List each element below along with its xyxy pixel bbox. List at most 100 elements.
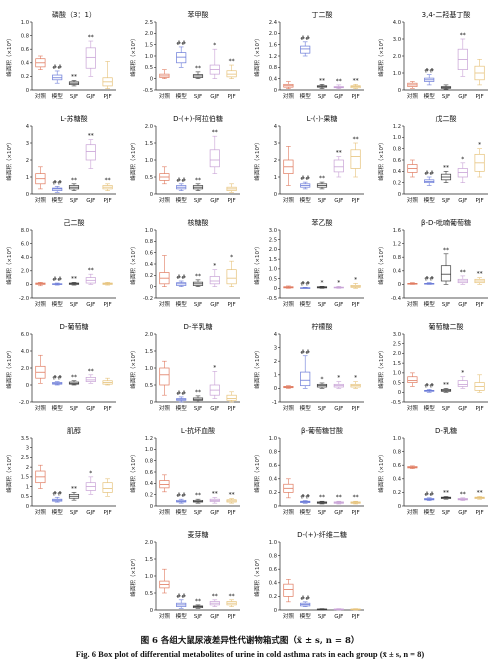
box-iqr (209, 276, 220, 285)
y-tick-label: 0.5 (393, 380, 401, 386)
y-tick-label: -0.5 (391, 400, 401, 406)
x-tick-label: 对照 (35, 300, 47, 308)
box-iqr (333, 159, 344, 173)
box-iqr (159, 367, 170, 386)
y-tick-label: 0 (150, 504, 153, 510)
x-tick-label: 模型 (300, 300, 312, 308)
significance-marker: ## (300, 349, 310, 356)
chart-title: D-(+)-阿拉伯糖 (173, 114, 223, 123)
y-tick-label: 1.0 (393, 371, 401, 377)
significance-marker: ## (424, 170, 434, 177)
x-tick-label: 对照 (407, 404, 419, 412)
chart-panel: 核糖酸 峰面积（×10⁷） -0.2 0 0.2 0.4 0.6 0.8 1.0 对照 ## 模型 **… (128, 216, 248, 320)
y-tick-label: 0.5 (269, 276, 277, 282)
x-tick-label: PJF (351, 94, 359, 100)
x-tick-label: 模型 (176, 92, 188, 100)
x-tick-label: GJF (458, 406, 467, 412)
x-tick-label: PJF (227, 198, 235, 204)
y-tick-label: 0 (274, 88, 277, 94)
y-tick-label: 1.5 (145, 349, 153, 355)
y-tick-label: 1.2 (145, 436, 153, 442)
significance-marker: ## (52, 490, 62, 497)
significance-marker: ## (424, 68, 434, 75)
significance-marker: ## (176, 492, 186, 499)
significance-marker: ** (71, 485, 77, 492)
y-tick-label: -2.0 (19, 296, 29, 302)
y-tick-label: 1.0 (145, 447, 153, 453)
x-tick-label: PJF (351, 198, 359, 204)
x-tick-label: 模型 (52, 92, 64, 100)
y-tick-label: 0.8 (393, 146, 401, 152)
y-tick-label: 2.5 (21, 455, 29, 461)
y-axis-label: 峰面积（×10⁹） (129, 451, 137, 492)
x-tick-label: GJF (86, 510, 95, 516)
x-tick-label: PJF (103, 198, 111, 204)
significance-marker: ** (229, 492, 235, 499)
y-tick-label: 0.2 (269, 490, 277, 496)
significance-marker: ## (300, 35, 310, 42)
significance-marker: ** (460, 491, 466, 498)
significance-marker: ** (443, 247, 449, 254)
significance-marker: ## (176, 40, 186, 47)
significance-marker: ** (195, 389, 201, 396)
y-tick-label: 2 (274, 158, 277, 164)
significance-marker: * (230, 254, 233, 261)
x-tick-label: GJF (458, 510, 467, 516)
significance-marker: ## (300, 595, 310, 602)
y-tick-label: 0.8 (21, 33, 29, 39)
x-tick-label: 对照 (159, 92, 171, 100)
significance-marker: ## (300, 280, 310, 287)
significance-marker: * (337, 279, 340, 286)
chart-title: β-D-吡喃葡萄糖 (421, 218, 471, 227)
chart-title: β-葡萄糖甘酸 (301, 426, 343, 435)
figure-caption-en: Fig. 6 Box plot of differential metaboli… (75, 649, 425, 659)
y-tick-label: 8.0 (21, 228, 29, 234)
x-tick-label: GJF (86, 406, 95, 412)
x-tick-label: PJF (475, 302, 483, 308)
y-tick-label: 3 (26, 446, 29, 452)
y-tick-label: 1.0 (393, 436, 401, 442)
y-tick-label: 2.0 (145, 540, 153, 546)
chart-title: 戊二酸 (436, 114, 457, 123)
y-axis-label: 峰面积（×10⁷） (253, 35, 261, 76)
significance-marker: ## (176, 593, 186, 600)
significance-marker: ** (443, 164, 449, 171)
x-tick-label: 模型 (424, 196, 436, 204)
y-tick-label: 0 (26, 282, 29, 288)
chart-panel: D-半乳糖 峰面积（×10⁸） 0 0.5 1.0 1.5 2.0 对照 ## 模型 ** SJF * G… (128, 320, 248, 424)
y-tick-label: -1 (272, 400, 277, 406)
chart-title: 苯甲酸 (188, 10, 209, 19)
y-tick-label: 3 (26, 141, 29, 147)
x-tick-label: 模型 (300, 92, 312, 100)
significance-marker: ## (52, 64, 62, 71)
y-axis-label: 峰面积（×10⁸） (5, 243, 13, 284)
y-tick-label: 2.5 (145, 20, 153, 26)
y-tick-label: 0.4 (269, 581, 278, 587)
y-tick-label: 1.0 (269, 267, 277, 273)
chart-panel: β-D-吡喃葡萄糖 峰面积（×10⁸） -0.4 0 0.4 0.8 1.2 1.6 对照 ## 模… (376, 216, 496, 320)
y-tick-label: 3 (274, 345, 277, 351)
chart-title: 磷酸（3：1） (52, 10, 96, 19)
chart-panel: D-乳糖 峰面积（×10⁸） 0 0.2 0.4 0.6 0.8 1.0 对照 ## 模型 ** SJF… (376, 424, 496, 528)
y-tick-label: 0.6 (145, 470, 153, 476)
box-iqr (85, 144, 96, 161)
x-tick-label: SJF (442, 94, 450, 100)
x-tick-label: PJF (103, 510, 111, 516)
chart-title: D-葡萄糖 (60, 322, 89, 331)
x-tick-label: GJF (458, 94, 467, 100)
y-tick-label: 0.2 (393, 490, 401, 496)
x-tick-label: 对照 (159, 300, 171, 308)
box-iqr (226, 269, 237, 285)
box-plot-svg: 核糖酸峰面积（×10⁷）-0.200.20.40.60.81.0对照##模型**… (129, 218, 240, 308)
y-tick-label: -0.2 (143, 296, 153, 302)
y-tick-label: 2.0 (269, 31, 277, 37)
chart-title: D-(+)-纤维二糖 (297, 530, 347, 539)
y-tick-label: 0 (26, 88, 29, 94)
y-tick-label: 4.0 (21, 349, 29, 355)
x-tick-label: GJF (334, 510, 343, 516)
y-tick-label: 0.2 (145, 273, 153, 279)
box-plot-svg: 苯甲酸峰面积（×10⁹）-0.500.51.01.52.02.5对照##模型**… (129, 10, 240, 100)
